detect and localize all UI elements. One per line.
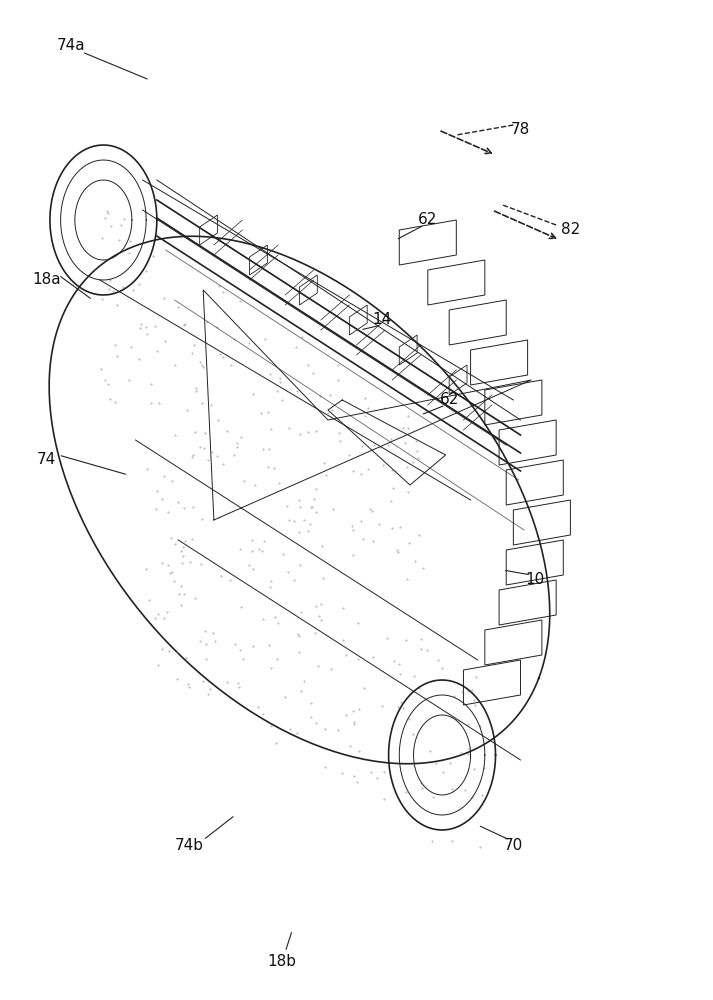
Text: 74: 74 bbox=[37, 452, 56, 468]
Text: 70: 70 bbox=[504, 838, 523, 852]
Text: 14: 14 bbox=[372, 312, 391, 328]
Text: 18b: 18b bbox=[267, 954, 296, 970]
Text: 78: 78 bbox=[511, 122, 530, 137]
Text: 62: 62 bbox=[418, 213, 438, 228]
Text: 74a: 74a bbox=[57, 37, 86, 52]
Text: 74b: 74b bbox=[175, 838, 203, 852]
Text: 82: 82 bbox=[561, 223, 580, 237]
Text: 18a: 18a bbox=[32, 272, 61, 288]
Text: 62: 62 bbox=[439, 392, 459, 408]
Text: 10: 10 bbox=[525, 572, 544, 587]
